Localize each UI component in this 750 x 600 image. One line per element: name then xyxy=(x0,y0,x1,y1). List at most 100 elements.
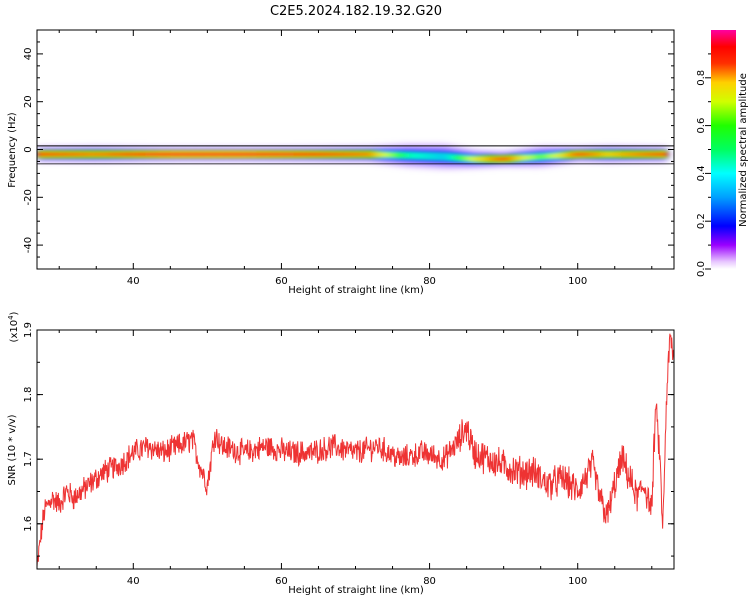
spectrogram-peak-cell xyxy=(438,154,446,159)
spectrogram-peak-cell xyxy=(46,152,58,157)
spectrogram-peak-cell xyxy=(401,153,409,158)
spectrogram-peak-cell xyxy=(582,152,589,157)
spectrogram-peak-cell xyxy=(318,152,329,157)
spectrogram-peak-cell xyxy=(503,156,511,161)
spectrogram-peak-cell xyxy=(145,152,159,157)
spectrogram-peak-cell xyxy=(269,152,283,157)
spectrogram-peak-cell xyxy=(474,157,480,162)
spectrogram-peak-cell xyxy=(469,156,476,161)
spectrogram-peak-cell xyxy=(170,152,184,157)
spectrogram-core xyxy=(37,150,668,164)
spectrogram-peak-cell xyxy=(293,152,308,157)
spectrogram-peak-cell xyxy=(86,152,98,157)
spectrogram-peak-cell xyxy=(559,153,567,158)
spectrogram-peak-cell xyxy=(413,153,421,158)
spectrogram-peak-cell xyxy=(256,152,271,157)
spectrogram-peak-cell xyxy=(232,152,246,157)
spectrogram-peak-cell xyxy=(661,152,668,157)
spectrogram-peak-cell xyxy=(651,152,658,157)
snr-y-tick-label: 1.9 xyxy=(23,322,34,338)
spectrogram-peak-cell xyxy=(577,152,584,157)
spectrogram-peak-cell xyxy=(656,152,663,157)
spectrogram-peak-cell xyxy=(195,152,209,157)
spectrogram-peak-cell xyxy=(646,152,653,157)
spectrogram-peak-cell xyxy=(361,152,372,157)
spectrogram-peak-cell xyxy=(449,155,456,160)
spectrogram-peak-cell xyxy=(627,152,634,157)
spectrogram-peak-cell xyxy=(607,152,614,157)
spectrogram-peak-cell xyxy=(157,152,172,157)
spectrogram-peak-cell xyxy=(244,152,258,157)
spectrogram-peak-cell xyxy=(425,154,434,159)
spectrogram-peak-cell xyxy=(540,154,548,159)
spectrogram-peak-cell xyxy=(498,157,505,162)
spectrogram-peak-cell xyxy=(37,152,48,157)
spectrogram-panel: 40 60 80 100 40 20 0 -20 -40 Frequency (Hz) Heig… xyxy=(7,29,675,296)
spectrogram-x-tick-label: 60 xyxy=(275,276,288,287)
spectrogram-x-tick-label: 80 xyxy=(423,276,436,287)
spectrogram-peak-cell xyxy=(515,156,524,161)
spectrogram-y-tick-label: 20 xyxy=(23,95,34,108)
spectrogram-peak-cell xyxy=(478,157,485,162)
spectrogram-peak-cell xyxy=(327,152,337,157)
snr-y-tick-label: 1.7 xyxy=(23,451,34,467)
spectrogram-peak-cell xyxy=(597,152,604,157)
spectrogram-peak-cell xyxy=(528,155,536,160)
spectrogram-y-tick-label: -20 xyxy=(23,189,34,205)
spectrogram-peak-cell xyxy=(344,152,355,157)
spectrogram-peak-cell xyxy=(553,153,561,158)
spectrogram-peak-cell xyxy=(281,152,295,157)
spectrogram-peak-cell xyxy=(571,152,579,157)
spectrogram-peak-cell xyxy=(587,152,594,157)
spectrogram-x-axis-label: Height of straight line (km) xyxy=(288,285,424,296)
snr-x-tick-label: 100 xyxy=(568,576,587,587)
spectrogram-peak-cell xyxy=(636,152,643,157)
spectrogram-peak-cell xyxy=(546,154,555,159)
spectrogram-peak-cell xyxy=(353,152,363,157)
spectrogram-peak-cell xyxy=(444,154,451,159)
snr-x-tick-label: 80 xyxy=(423,576,436,587)
spectrogram-peak-cell xyxy=(133,152,147,157)
spectrogram-peak-cell xyxy=(488,157,495,162)
spectrogram-peak-cell xyxy=(483,157,490,162)
spectrogram-peak-cell xyxy=(182,152,197,157)
spectrogram-peak-cell xyxy=(432,154,440,159)
spectrogram-peak-cell xyxy=(56,152,68,157)
spectrogram-peak-cell xyxy=(306,152,320,157)
spectrogram-peak-cell xyxy=(592,152,599,157)
spectrogram-peak-cell xyxy=(522,155,530,160)
spectrogram-peak-cell xyxy=(464,156,471,161)
snr-panel: 40 60 80 100 1.9 1.8 1.7 1.6 SNR (10 * v/v) (x1… xyxy=(7,311,675,596)
colorbar: 0.0 0.2 0.4 0.6 0.8 Normalized spectral ampl… xyxy=(696,30,749,277)
spectrogram-peak-cell xyxy=(641,152,648,157)
spectrogram-peak-cell xyxy=(76,152,88,157)
spectrogram-peak-cell xyxy=(388,152,397,157)
spectrogram-peak-cell xyxy=(419,153,427,158)
spectrogram-peak-cell xyxy=(108,152,122,157)
spectrogram-peak-cell xyxy=(66,152,78,157)
colorbar-tick-label: 0.6 xyxy=(696,118,707,134)
colorbar-tick-label: 0.0 xyxy=(696,261,707,277)
spectrogram-x-tick-label: 40 xyxy=(127,276,140,287)
spectrogram-peak-cell xyxy=(382,152,390,157)
snr-x-axis-label: Height of straight line (km) xyxy=(288,585,424,596)
spectrogram-peak-cell xyxy=(459,156,466,161)
colorbar-tick-label: 0.4 xyxy=(696,165,707,181)
spectrogram-peak-cell xyxy=(632,152,638,157)
spectrogram-peak-cell xyxy=(207,152,221,157)
snr-y-scale-label: (x104) xyxy=(7,311,20,342)
spectrogram-peak-cell xyxy=(602,152,609,157)
spectrogram-peak-cell xyxy=(534,154,542,159)
spectrogram-peak-cell xyxy=(622,152,629,157)
spectrogram-peak-cell xyxy=(493,157,500,162)
spectrogram-peak-cell xyxy=(96,152,110,157)
spectrogram-peak-cell xyxy=(395,153,403,158)
colorbar-gradient xyxy=(711,30,736,269)
spectrogram-y-tick-label: 40 xyxy=(23,48,34,61)
spectrogram-peak-cell xyxy=(454,155,461,160)
colorbar-label: Normalized spectral amplitude xyxy=(738,73,749,227)
spectrogram-y-tick-label: 0 xyxy=(23,146,34,152)
spectrogram-x-tick-label: 100 xyxy=(568,276,587,287)
snr-series-line xyxy=(37,333,674,567)
